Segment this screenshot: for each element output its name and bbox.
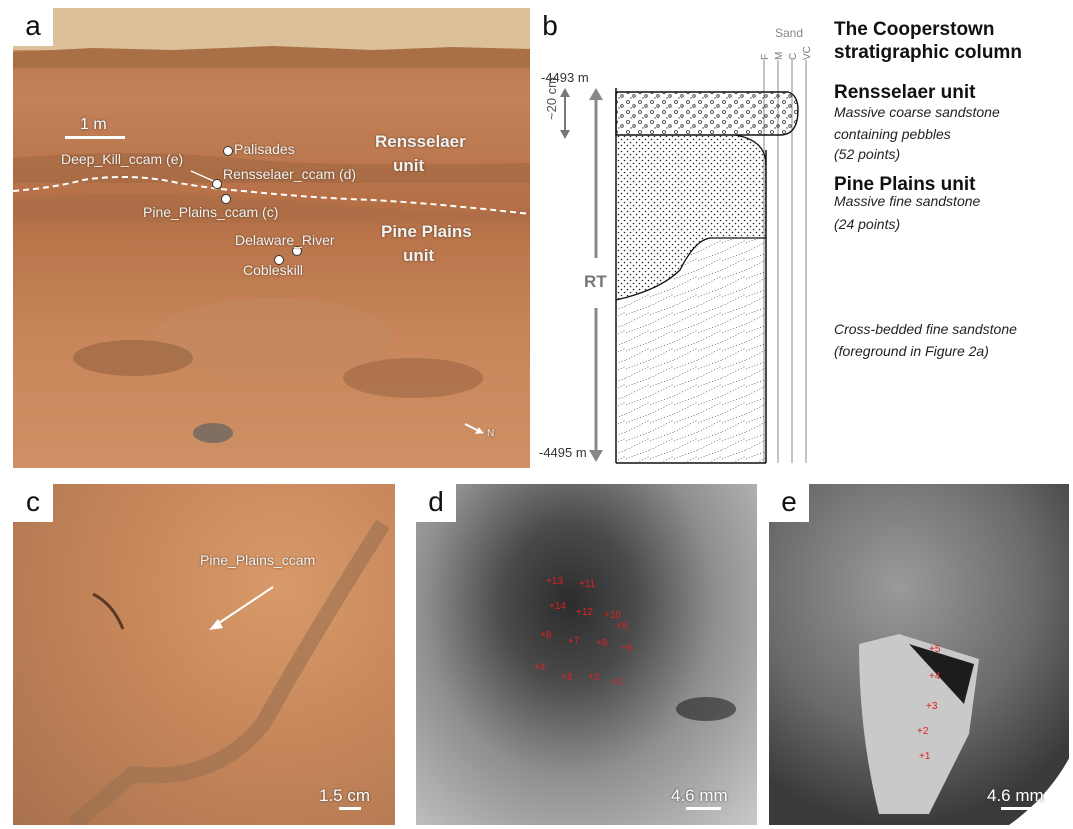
panel-d-laser-point: +7 [568, 636, 580, 647]
panel-d-laser-point: +6 [621, 643, 633, 654]
scale-bar [65, 136, 125, 139]
scale-bar [339, 807, 361, 810]
target-dot-pineplains [221, 194, 231, 204]
grain-c: C [788, 52, 799, 60]
rt-label: RT [584, 272, 607, 291]
grain-vc: VC [802, 46, 813, 60]
panel-e-laser-point: +5 [929, 644, 941, 655]
scale-label: 1.5 cm [319, 786, 371, 805]
panel-d-laser-point: +5 [616, 621, 628, 632]
panel-b-label: b [530, 8, 570, 46]
unit-desc: containing pebbles [834, 126, 951, 142]
panel-d-laser-point: +4 [534, 662, 546, 673]
panel-d-laser-point: +1 [611, 677, 623, 688]
target-label: Pine_Plains_ccam (c) [143, 204, 279, 220]
panel-c-label: c [13, 484, 53, 522]
panel-c-target-image: c Pine_Plains_ccam 1.5 cm [13, 484, 395, 825]
target-label: Rensselaer_ccam (d) [223, 166, 357, 182]
target-dot-rensselaer [212, 179, 222, 189]
scale-label: 1 m [80, 116, 107, 133]
panel-e-laser-point: +4 [929, 671, 941, 682]
panel-e-background: +5 +4 +3 +2 +1 [769, 484, 1069, 825]
unit-label-pineplains-1: Pine Plains [381, 222, 472, 241]
thickness-label: ~20 cm [544, 77, 559, 120]
panel-a-outcrop-image: a 1 m Rensselaer unit Pine Plains unit P… [13, 8, 530, 468]
panel-c-rock [67, 519, 390, 825]
scale-bar [686, 807, 721, 810]
panel-e-laser-point: +1 [919, 751, 931, 762]
grain-f: F [760, 53, 771, 60]
panel-d-laser-point: +9 [596, 638, 608, 649]
target-dot-palisades [223, 146, 233, 156]
column-title: The Cooperstown stratigraphic column [834, 19, 1022, 63]
panel-d-laser-point: +12 [576, 607, 593, 618]
unit-name: Pine Plains unit [834, 174, 976, 195]
panel-e-laser-point: +2 [917, 726, 929, 737]
north-label: N [487, 428, 495, 439]
unit-label-pineplains-2: unit [403, 246, 435, 265]
panel-a-terrain [13, 8, 530, 443]
stratigraphic-column [560, 60, 807, 464]
unit-label-rensselaer-2: unit [393, 156, 425, 175]
grain-header: Sand [775, 26, 804, 40]
target-label: Palisades [234, 141, 295, 157]
panel-d-label: d [416, 484, 456, 522]
panel-e-laser-point: +3 [926, 701, 938, 712]
panel-d-laser-point: +11 [579, 579, 596, 590]
target-label: Pine_Plains_ccam [200, 552, 316, 568]
crossbed-desc: Cross-bedded fine sandstone [834, 321, 1017, 337]
panel-d-laser-point: +8 [540, 630, 552, 641]
unit-desc: (52 points) [834, 146, 901, 162]
bottom-elevation: -4495 m [539, 445, 587, 460]
target-label: Delaware_River [235, 232, 335, 248]
panel-d-laser-points: +13 +11 +14 +12 +10 +8 +9 +7 +6 +5 +4 +3 +2 +1 [534, 576, 736, 721]
target-dot-delaware [292, 246, 302, 256]
panel-d-rmi-image: +13 +11 +14 +12 +10 +8 +9 +7 +6 +5 +4 +3 +2 +1 d 4.6 … [416, 484, 757, 825]
contact-dashed-line [13, 176, 530, 215]
target-dot-cobleskill [274, 255, 284, 265]
panel-d-laser-point: +13 [546, 576, 563, 587]
top-elevation: -4493 m [541, 70, 589, 85]
target-label: Deep_Kill_ccam (e) [61, 151, 184, 167]
panel-a-label: a [13, 8, 53, 46]
panel-e-label: e [769, 484, 809, 522]
unit-desc: (24 points) [834, 216, 901, 232]
unit-name: Rensselaer unit [834, 82, 976, 103]
scale-label: 4.6 mm [987, 786, 1044, 805]
unit-desc: Massive fine sandstone [834, 193, 981, 209]
panel-e-rmi-image: +5 +4 +3 +2 +1 e 4.6 mm [769, 484, 1069, 825]
panel-d-laser-point: +10 [604, 610, 621, 621]
panel-d-laser-point: +2 [588, 672, 600, 683]
unit-label-rensselaer-1: Rensselaer [375, 132, 466, 151]
scale-label: 4.6 mm [671, 786, 728, 805]
target-label: Cobleskill [243, 262, 303, 278]
grain-m: M [774, 51, 785, 60]
panel-d-laser-point: +14 [549, 601, 566, 612]
panel-d-laser-point: +3 [561, 672, 573, 683]
scale-bar [1001, 807, 1036, 810]
crossbed-desc: (foreground in Figure 2a) [834, 343, 989, 359]
unit-desc: Massive coarse sandstone [834, 104, 1000, 120]
